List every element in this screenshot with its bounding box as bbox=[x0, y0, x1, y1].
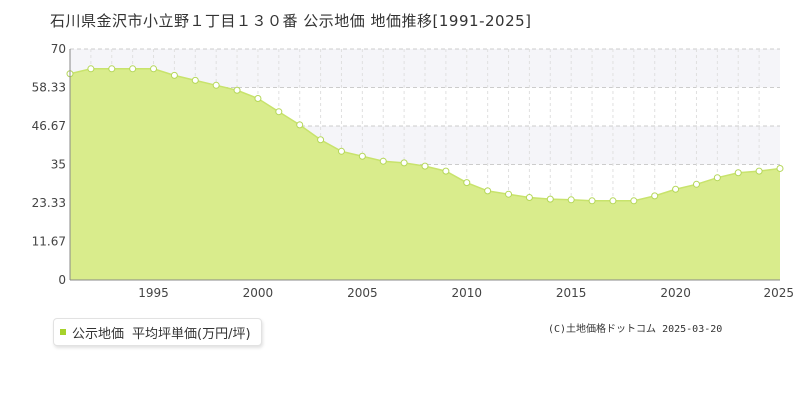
data-point bbox=[609, 197, 617, 205]
y-tick-label: 0 bbox=[58, 273, 66, 287]
data-point bbox=[150, 65, 158, 73]
x-tick-label: 2000 bbox=[243, 286, 274, 300]
data-point bbox=[442, 167, 450, 175]
data-point bbox=[651, 192, 659, 200]
data-point bbox=[546, 195, 554, 203]
y-tick-label: 46.67 bbox=[32, 119, 66, 133]
data-point bbox=[212, 81, 220, 89]
y-tick-label: 58.33 bbox=[32, 81, 66, 95]
data-point bbox=[755, 167, 763, 175]
data-point bbox=[400, 159, 408, 167]
legend: 公示地価 平均坪単価(万円/坪) bbox=[53, 318, 262, 346]
series-area-fill bbox=[70, 68, 780, 280]
data-point bbox=[421, 162, 429, 170]
x-tick-label: 2025 bbox=[763, 286, 794, 300]
x-axis-tick-labels: 1995 2000 2005 2010 2015 2020 2025 bbox=[138, 286, 794, 300]
data-point bbox=[87, 65, 95, 73]
y-tick-label: 11.67 bbox=[32, 234, 66, 248]
data-point bbox=[692, 180, 700, 188]
data-point bbox=[233, 86, 241, 94]
data-point bbox=[337, 147, 345, 155]
chart-title: 石川県金沢市小立野１丁目１３０番 公示地価 地価推移[1991-2025] bbox=[50, 12, 532, 30]
axes bbox=[69, 49, 780, 281]
data-point bbox=[588, 197, 596, 205]
data-point bbox=[525, 194, 533, 201]
data-point bbox=[317, 136, 325, 144]
data-point bbox=[170, 71, 178, 79]
x-tick-label: 1995 bbox=[138, 286, 169, 300]
legend-unit-label: 平均坪単価(万円/坪) bbox=[132, 326, 251, 342]
data-point bbox=[191, 76, 199, 84]
y-axis-tick-labels: 0 11.67 23.33 35 46.67 58.33 70 bbox=[32, 42, 66, 287]
data-point bbox=[379, 157, 387, 165]
data-point bbox=[275, 108, 283, 116]
data-point bbox=[505, 190, 513, 198]
legend-swatch bbox=[60, 329, 66, 335]
data-point bbox=[734, 169, 742, 177]
copyright-text: (C)土地価格ドットコム 2025-03-20 bbox=[548, 324, 723, 335]
data-point bbox=[630, 197, 638, 205]
data-point bbox=[776, 164, 784, 172]
x-tick-label: 2005 bbox=[347, 286, 378, 300]
legend-series-name: 公示地価 bbox=[72, 326, 125, 342]
data-point bbox=[713, 174, 721, 182]
y-tick-label: 23.33 bbox=[32, 196, 66, 210]
data-point bbox=[463, 179, 471, 187]
data-markers bbox=[66, 65, 784, 205]
y-tick-label: 35 bbox=[51, 158, 66, 172]
data-point bbox=[672, 185, 680, 193]
x-tick-label: 2020 bbox=[660, 286, 691, 300]
data-point bbox=[567, 196, 575, 204]
data-point bbox=[254, 95, 262, 102]
data-point bbox=[108, 65, 116, 73]
data-point bbox=[296, 121, 304, 129]
data-point bbox=[358, 152, 366, 160]
x-tick-label: 2010 bbox=[451, 286, 482, 300]
y-tick-label: 70 bbox=[51, 42, 66, 56]
data-point bbox=[129, 65, 137, 73]
data-point bbox=[484, 187, 492, 195]
x-tick-label: 2015 bbox=[556, 286, 587, 300]
